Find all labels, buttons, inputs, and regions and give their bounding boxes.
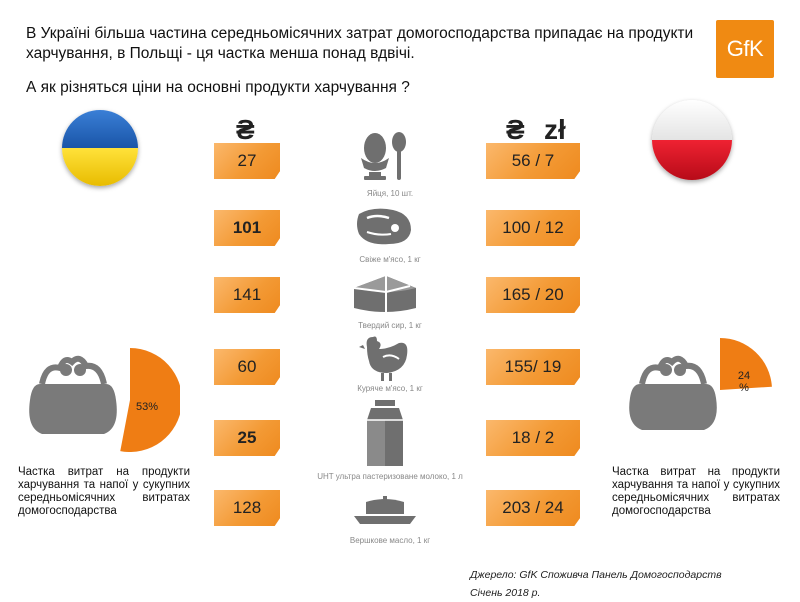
chicken-icon	[330, 333, 440, 383]
pl-price-chicken: 155/ 19	[486, 349, 580, 385]
ua-price-butter: 128	[214, 490, 280, 526]
purse-icon	[629, 355, 717, 430]
ua-price-milk: 25	[214, 420, 280, 456]
poland-share-note: Частка витрат на продукти харчування та …	[612, 466, 780, 517]
pl-price-eggs: 56 / 7	[486, 143, 580, 179]
poland-share-graphic	[629, 338, 772, 442]
source-note: Джерело: GfK Споживча Панель Домогоспода…	[470, 566, 722, 602]
source-line: Джерело: GfK Споживча Панель Домогоспода…	[470, 569, 722, 581]
caption-eggs: Яйця, 10 шт.	[366, 189, 414, 198]
ukraine-share-label: 53%	[136, 401, 159, 413]
cheese-icon	[330, 272, 440, 316]
headline: В Україні більша частина середньомісячни…	[26, 25, 694, 62]
pln-currency-sign: zł	[544, 114, 566, 145]
steak-icon	[330, 204, 440, 248]
caption-cheese: Твердий сир, 1 кг	[358, 321, 422, 330]
ua-price-cheese: 141	[214, 277, 280, 313]
ua-price-meat: 101	[214, 210, 280, 246]
caption-butter: Вершкове масло, 1 кг	[349, 536, 431, 545]
purse-icon	[29, 355, 117, 434]
ukraine-share-note: Частка витрат на продукти харчування та …	[18, 466, 190, 517]
ua-price-eggs: 27	[214, 143, 280, 179]
poland-share-label: 24 %	[737, 370, 751, 394]
pl-price-cheese: 165 / 20	[486, 277, 580, 313]
poland-flag-icon	[652, 100, 732, 180]
caption-milk: UHT ультра пастеризоване молоко, 1 л	[317, 472, 463, 481]
pl-price-milk: 18 / 2	[486, 420, 580, 456]
caption-meat: Свіже м'ясо, 1 кг	[359, 255, 421, 264]
uah-currency-sign: ₴	[236, 114, 255, 145]
gfk-logo: GfK	[716, 20, 774, 78]
ukraine-share-graphic	[29, 348, 180, 452]
poland-pie-slice	[720, 338, 772, 390]
butter-dish-icon	[330, 494, 440, 530]
ukraine-flag-icon	[62, 110, 138, 186]
milk-carton-icon	[330, 398, 440, 468]
uah-currency-sign-poland: ₴	[506, 114, 525, 145]
caption-chicken: Куряче м'ясо, 1 кг	[357, 384, 423, 393]
subheadline-question: А як різняться ціни на основні продукти …	[26, 79, 410, 96]
ua-price-chicken: 60	[214, 349, 280, 385]
pl-price-meat: 100 / 12	[486, 210, 580, 246]
egg-spoon-icon	[330, 128, 440, 184]
pl-price-butter: 203 / 24	[486, 490, 580, 526]
logo-text: GfK	[726, 36, 764, 61]
source-date: Січень 2018 р.	[470, 587, 541, 599]
ukraine-pie-slice	[120, 348, 180, 452]
